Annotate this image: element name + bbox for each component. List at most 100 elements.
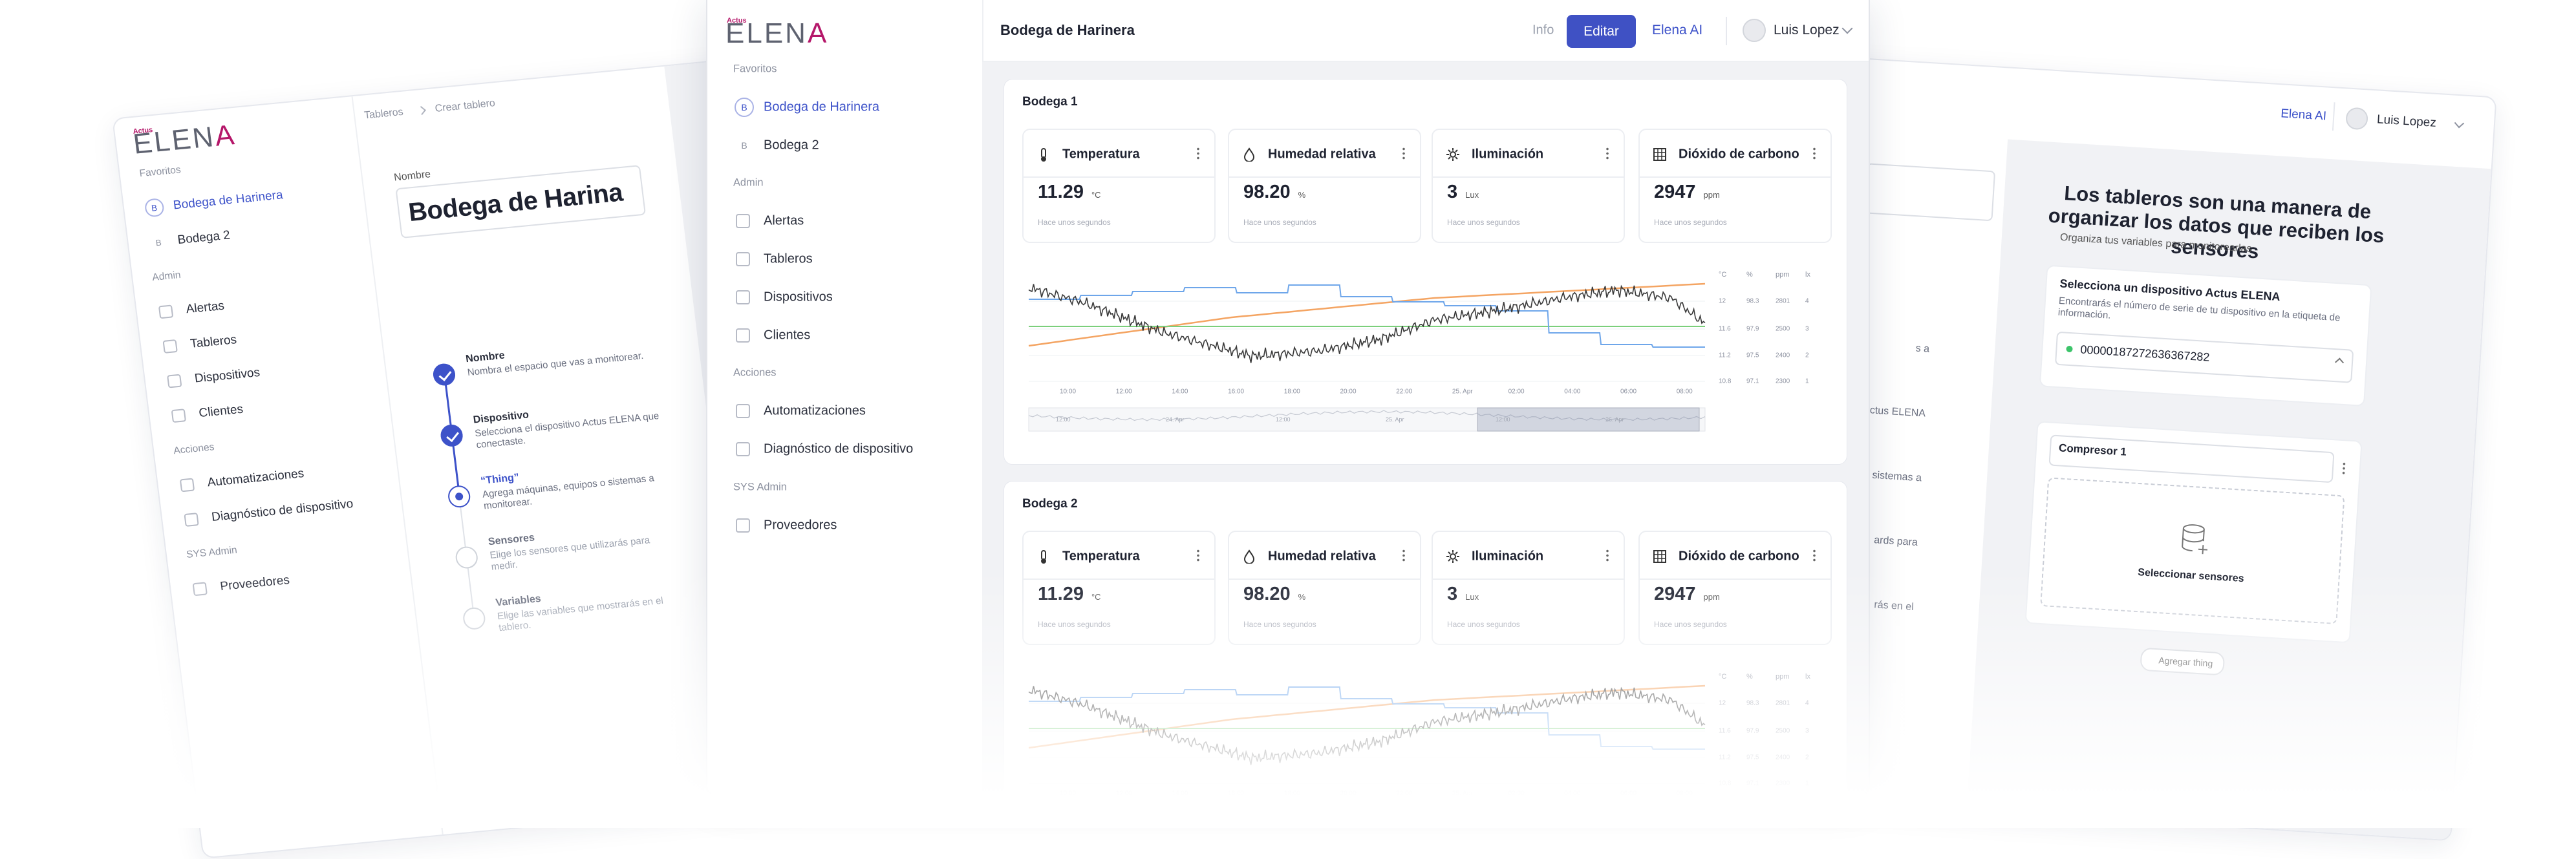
kebab-menu[interactable]	[1813, 147, 1816, 161]
step-desc-fragment: o sistemas a	[1863, 469, 1922, 484]
value-row: 2947 ppm	[1654, 182, 1720, 203]
breadcrumb-separator	[416, 106, 426, 116]
y-tick-label: 98.3	[1746, 699, 1759, 707]
breadcrumb[interactable]: Tableros	[363, 106, 404, 122]
panel-title: Bodega 2	[1022, 497, 1078, 511]
y-tick-label: 97.9	[1746, 325, 1759, 333]
sensor-name: Iluminación	[1472, 147, 1544, 162]
nav-item[interactable]: Proveedores	[764, 518, 837, 533]
nav-item[interactable]: Tableros	[189, 333, 238, 351]
sensor-name: Iluminación	[1472, 549, 1544, 564]
kebab-menu[interactable]	[1197, 147, 1199, 161]
sensor-unit: °C	[1091, 592, 1101, 602]
kebab-menu[interactable]	[1402, 549, 1405, 563]
ai-button[interactable]: Elena AI	[1652, 23, 1703, 37]
sensor-name: Temperatura	[1062, 549, 1140, 564]
x-tick-label: 02:00	[1508, 790, 1525, 796]
nav-item[interactable]: Bodega 2	[177, 228, 231, 248]
check	[446, 429, 459, 443]
sensor-icon	[1243, 147, 1255, 162]
sensor-value: 3	[1447, 584, 1458, 604]
line-blue	[1029, 284, 1705, 348]
info-button[interactable]: Info	[1532, 23, 1554, 37]
step-circle	[454, 546, 479, 570]
serial-select[interactable]: 00000187272636367282	[2054, 331, 2354, 383]
x-tick-label: 08:00	[1676, 790, 1693, 796]
nav-item[interactable]: Alertas	[185, 299, 226, 317]
nav-item[interactable]: Automatizaciones	[764, 403, 866, 418]
kebab-menu[interactable]	[1606, 549, 1609, 563]
nav-item[interactable]: Dispositivos	[193, 365, 261, 386]
nav-item[interactable]: Clientes	[198, 402, 244, 421]
kebab-menu[interactable]	[1606, 147, 1609, 161]
icon-part	[1450, 553, 1456, 560]
sensor-value: 2947	[1654, 182, 1696, 202]
sensor-name: Dióxido de carbono	[1679, 549, 1799, 564]
updated-time: Hace unos segundos	[1243, 218, 1316, 227]
y-tick-label: 12	[1719, 297, 1726, 305]
nav-item[interactable]: Diagnóstico de dispositivo	[211, 497, 354, 524]
y-tick-label: 2400	[1776, 754, 1790, 761]
ai-button[interactable]: Elena AI	[2280, 107, 2327, 123]
y-tick-label: 97.5	[1746, 352, 1759, 359]
kebab-menu[interactable]	[1402, 147, 1405, 161]
page-title: Bodega de Harinera	[1000, 22, 1135, 38]
user-name[interactable]: Luis Lopez	[2376, 112, 2437, 130]
dashboard-window: ActusELENAFavoritosBBodega de HarineraBB…	[706, 0, 1870, 796]
value-row: 3 Lux	[1447, 182, 1479, 203]
updated-time: Hace unos segundos	[1654, 218, 1727, 227]
kebab-menu[interactable]	[2342, 461, 2346, 475]
nav-item[interactable]: Dispositivos	[764, 290, 833, 304]
breadcrumb: Crear tablero	[434, 98, 496, 114]
nav-item[interactable]: Bodega 2	[764, 138, 819, 153]
nav-icon	[162, 339, 178, 354]
sensor-unit: ppm	[1703, 190, 1720, 200]
field-label: Nombre	[393, 169, 432, 184]
icon-part	[1041, 550, 1046, 560]
step-desc-fragment: ards para	[1873, 535, 1918, 549]
y-tick-label: 4	[1805, 699, 1809, 707]
icon-part	[2198, 545, 2208, 555]
icon-part	[1653, 550, 1666, 563]
y-tick-label: 97.5	[1746, 754, 1759, 761]
panel: °C% ppm lx 12 98.3 2801 4 11.6 97.9 2500 3 11.2 97.5…	[1004, 481, 1847, 796]
step-circle	[462, 606, 487, 631]
sidebar-section-title: Admin	[151, 269, 182, 284]
nav-item[interactable]: Bodega de Harinera	[764, 100, 880, 114]
edit-button[interactable]: Editar	[1567, 15, 1636, 48]
logo: ELENA	[131, 118, 238, 160]
nav-item[interactable]: Bodega de Harinera	[172, 188, 284, 213]
user-name[interactable]: Luis Lopez	[1774, 23, 1840, 37]
sensor-card: Iluminación 3 Lux Hace unos segundos	[1432, 129, 1625, 243]
nav-item[interactable]: Tableros	[764, 251, 813, 266]
card-divider	[1640, 578, 1830, 580]
kebab-menu[interactable]	[1813, 549, 1816, 563]
card-divider	[1024, 578, 1214, 580]
sensor-dropzone[interactable]: Seleccionar sensores	[2040, 477, 2345, 625]
nav-item[interactable]: Alertas	[764, 213, 804, 228]
logo: ELENA	[725, 17, 829, 49]
kebab-menu[interactable]	[1197, 549, 1199, 563]
y-tick-label: 10.8	[1719, 779, 1732, 787]
logo-small: Actus	[727, 17, 747, 25]
nav-item[interactable]: Clientes	[764, 328, 811, 343]
sidebar-section-title: Favoritos	[733, 63, 777, 75]
nav-item[interactable]: Proveedores	[219, 573, 291, 594]
nav-item[interactable]: Diagnóstico de dispositivo	[764, 441, 914, 456]
nav-item[interactable]: Automatizaciones	[206, 467, 305, 490]
card-divider	[1024, 176, 1214, 178]
value-row: 11.29 °C	[1038, 584, 1101, 605]
icon-part	[1243, 147, 1255, 162]
x-tick-label: 14:00	[1172, 388, 1188, 396]
icon-part	[1446, 550, 1459, 563]
x-tick-label: 04:00	[1564, 790, 1581, 796]
sensor-unit: Lux	[1465, 190, 1479, 200]
icon-part	[1041, 558, 1046, 564]
add-thing-button[interactable]: Agregar thing	[2140, 647, 2226, 676]
updated-time: Hace unos segundos	[1447, 620, 1520, 629]
navigator-label: 24. Apr	[1166, 416, 1185, 423]
y-tick-label: 3	[1805, 727, 1809, 735]
chart	[1028, 282, 1706, 432]
icon-part	[1450, 151, 1456, 158]
